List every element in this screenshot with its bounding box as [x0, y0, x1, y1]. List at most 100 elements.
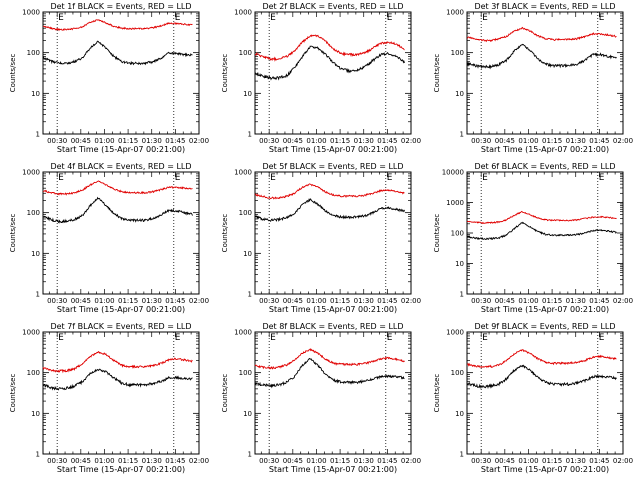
event-marker-label: E [482, 173, 488, 183]
x-tick-label: 02:00 [189, 457, 209, 465]
y-axis-label: Counts/sec [9, 374, 17, 413]
series-line-lld [254, 34, 405, 62]
event-marker-label: E [270, 333, 276, 343]
y-axis-label: Counts/sec [9, 54, 17, 93]
x-axis-label: Start Time (15-Apr-07 00:21:00) [269, 465, 397, 474]
x-tick-label: 02:00 [401, 297, 421, 305]
chart-title: Det 8f BLACK = Events, RED = LLD [262, 322, 403, 331]
y-tick-label: 100 [451, 230, 464, 238]
plot-frame [254, 331, 412, 455]
series-line-lld [254, 183, 405, 200]
series-line-lld [466, 210, 617, 225]
x-tick-label: 01:45 [589, 297, 609, 305]
y-tick-label: 1 [36, 291, 40, 299]
y-tick-label: 1000 [446, 199, 464, 207]
x-tick-label: 01:15 [118, 457, 138, 465]
x-axis-label: Start Time (15-Apr-07 00:21:00) [269, 305, 397, 314]
event-marker-label: E [175, 173, 181, 183]
event-marker-label: E [482, 333, 488, 343]
y-tick-label: 10 [455, 410, 464, 418]
x-axis-label: Start Time (15-Apr-07 00:21:00) [481, 305, 609, 314]
y-tick-label: 10 [31, 250, 40, 258]
x-tick-label: 01:00 [518, 137, 538, 145]
y-tick-label: 10 [31, 90, 40, 98]
plot-frame [466, 171, 624, 295]
y-tick-label: 1 [248, 131, 252, 139]
x-tick-label: 00:30 [47, 457, 67, 465]
y-tick-label: 1000 [234, 9, 252, 17]
x-tick-label: 00:45 [71, 457, 91, 465]
chart-panel-5: Det 5f BLACK = Events, RED = LLD 1 10 100 10… [221, 162, 421, 314]
chart-title: Det 1f BLACK = Events, RED = LLD [50, 2, 191, 11]
x-tick-label: 02:00 [613, 297, 633, 305]
x-tick-label: 02:00 [613, 457, 633, 465]
x-axis-label: Start Time (15-Apr-07 00:21:00) [481, 145, 609, 154]
plot-frame [466, 11, 624, 135]
x-tick-label: 00:30 [471, 457, 491, 465]
x-tick-label: 01:00 [306, 297, 326, 305]
x-tick-label: 01:15 [542, 457, 562, 465]
x-tick-label: 00:45 [71, 297, 91, 305]
series-line-events [466, 221, 617, 240]
x-tick-label: 00:30 [471, 137, 491, 145]
series-line-events [254, 45, 405, 81]
x-axis-label: Start Time (15-Apr-07 00:21:00) [481, 465, 609, 474]
y-tick-label: 1000 [234, 329, 252, 337]
x-tick-label: 01:15 [118, 137, 138, 145]
x-tick-label: 00:30 [259, 297, 279, 305]
x-tick-label: 01:45 [377, 137, 397, 145]
x-tick-label: 02:00 [189, 137, 209, 145]
series-line-lld [254, 348, 405, 370]
y-axis-label: Counts/sec [9, 214, 17, 253]
plot-frame [254, 171, 412, 295]
event-marker-label: E [58, 173, 64, 183]
series-line-events [42, 40, 193, 66]
x-tick-label: 01:15 [330, 297, 350, 305]
plot-frame [42, 171, 200, 295]
x-tick-label: 01:30 [566, 137, 586, 145]
event-marker-label: E [387, 173, 393, 183]
x-tick-label: 01:15 [330, 457, 350, 465]
x-tick-label: 01:30 [566, 297, 586, 305]
chart-title: Det 7f BLACK = Events, RED = LLD [50, 322, 191, 331]
x-axis-label: Start Time (15-Apr-07 00:21:00) [57, 305, 185, 314]
x-tick-label: 02:00 [401, 457, 421, 465]
chart-title: Det 3f BLACK = Events, RED = LLD [474, 2, 615, 11]
x-tick-label: 00:30 [471, 297, 491, 305]
y-tick-label: 10 [455, 260, 464, 268]
event-marker-label: E [175, 13, 181, 23]
y-axis-label: Counts/sec [221, 54, 229, 93]
event-marker-label: E [387, 333, 393, 343]
plot-frame [42, 11, 200, 135]
y-tick-label: 100 [239, 49, 252, 57]
y-tick-label: 1 [248, 451, 252, 459]
event-marker-label: E [387, 13, 393, 23]
y-tick-label: 10000 [442, 169, 464, 177]
y-axis-label: Counts/sec [221, 214, 229, 253]
y-tick-label: 1 [460, 451, 464, 459]
plot-frame [254, 11, 412, 135]
y-tick-label: 1 [460, 131, 464, 139]
x-tick-label: 00:45 [283, 457, 303, 465]
x-tick-label: 01:00 [518, 297, 538, 305]
y-tick-label: 10 [31, 410, 40, 418]
x-tick-label: 01:30 [142, 297, 162, 305]
y-tick-label: 1000 [446, 329, 464, 337]
chart-panel-1: Det 1f BLACK = Events, RED = LLD 1 10 100 10… [9, 2, 209, 154]
x-tick-label: 00:30 [259, 457, 279, 465]
x-tick-label: 01:45 [165, 137, 185, 145]
x-tick-label: 01:30 [354, 297, 374, 305]
y-tick-label: 1 [36, 451, 40, 459]
y-tick-label: 10 [455, 90, 464, 98]
x-tick-label: 01:45 [165, 297, 185, 305]
y-tick-label: 1000 [22, 169, 40, 177]
chart-panel-7: Det 7f BLACK = Events, RED = LLD 1 10 100 10… [9, 322, 209, 474]
y-tick-label: 1000 [446, 9, 464, 17]
x-tick-label: 00:45 [495, 297, 515, 305]
y-tick-label: 1 [36, 131, 40, 139]
series-line-lld [466, 26, 617, 43]
x-tick-label: 00:45 [283, 137, 303, 145]
event-marker-label: E [58, 333, 64, 343]
y-tick-label: 100 [451, 369, 464, 377]
x-tick-label: 02:00 [613, 137, 633, 145]
